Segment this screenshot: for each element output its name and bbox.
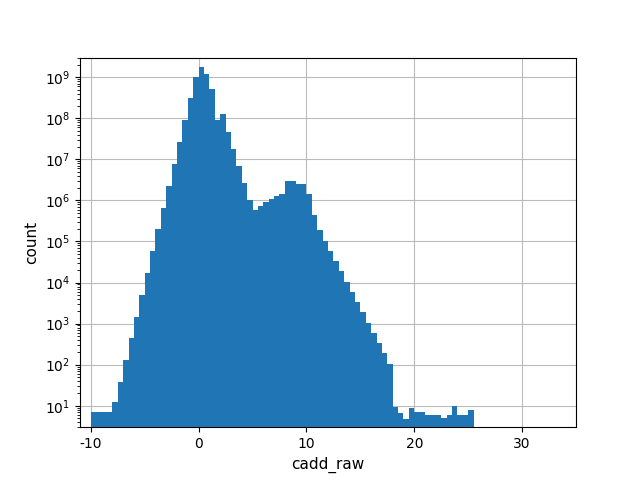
Bar [285, 181, 291, 447]
Bar [274, 196, 280, 447]
Bar [225, 132, 231, 447]
Bar [387, 363, 393, 447]
Bar [113, 402, 118, 447]
Bar [409, 408, 414, 447]
Y-axis label: count: count [24, 221, 40, 264]
Bar [355, 302, 360, 447]
Bar [452, 406, 458, 447]
Bar [339, 271, 344, 447]
Bar [458, 415, 463, 447]
Bar [447, 415, 452, 447]
Bar [420, 412, 425, 447]
Bar [436, 415, 441, 447]
Bar [398, 413, 403, 447]
Bar [253, 210, 258, 447]
Bar [220, 114, 225, 447]
Bar [269, 199, 274, 447]
Bar [403, 419, 409, 447]
Bar [296, 184, 301, 447]
Bar [172, 164, 177, 447]
Bar [263, 202, 269, 447]
Bar [323, 240, 328, 447]
Bar [107, 412, 113, 447]
Bar [365, 323, 371, 447]
Bar [441, 418, 447, 447]
Bar [156, 229, 161, 447]
Bar [258, 205, 263, 447]
Bar [134, 317, 140, 447]
Bar [166, 186, 172, 447]
Bar [118, 382, 123, 447]
Bar [161, 207, 166, 447]
Bar [198, 67, 204, 447]
Bar [177, 142, 182, 447]
Bar [236, 166, 242, 447]
Bar [463, 415, 468, 447]
Bar [280, 194, 285, 447]
Bar [344, 282, 349, 447]
Bar [468, 410, 474, 447]
Bar [215, 120, 220, 447]
Bar [123, 360, 129, 447]
Bar [382, 353, 387, 447]
Bar [307, 194, 312, 447]
Bar [328, 251, 333, 447]
Bar [145, 273, 150, 447]
Bar [312, 215, 317, 447]
Bar [371, 333, 376, 447]
Bar [291, 181, 296, 447]
Bar [333, 261, 339, 447]
Bar [91, 412, 96, 447]
Bar [102, 412, 107, 447]
X-axis label: cadd_raw: cadd_raw [291, 456, 365, 473]
Bar [231, 149, 236, 447]
Bar [129, 338, 134, 447]
Bar [182, 120, 188, 447]
Bar [96, 412, 102, 447]
Bar [193, 77, 198, 447]
Bar [317, 230, 323, 447]
Bar [247, 200, 253, 447]
Bar [209, 89, 215, 447]
Bar [414, 412, 420, 447]
Bar [242, 183, 247, 447]
Bar [204, 74, 209, 447]
Bar [349, 292, 355, 447]
Bar [431, 415, 436, 447]
Bar [376, 343, 382, 447]
Bar [393, 407, 398, 447]
Bar [425, 415, 431, 447]
Bar [140, 295, 145, 447]
Bar [301, 184, 307, 447]
Bar [360, 312, 365, 447]
Bar [188, 98, 193, 447]
Bar [150, 251, 156, 447]
